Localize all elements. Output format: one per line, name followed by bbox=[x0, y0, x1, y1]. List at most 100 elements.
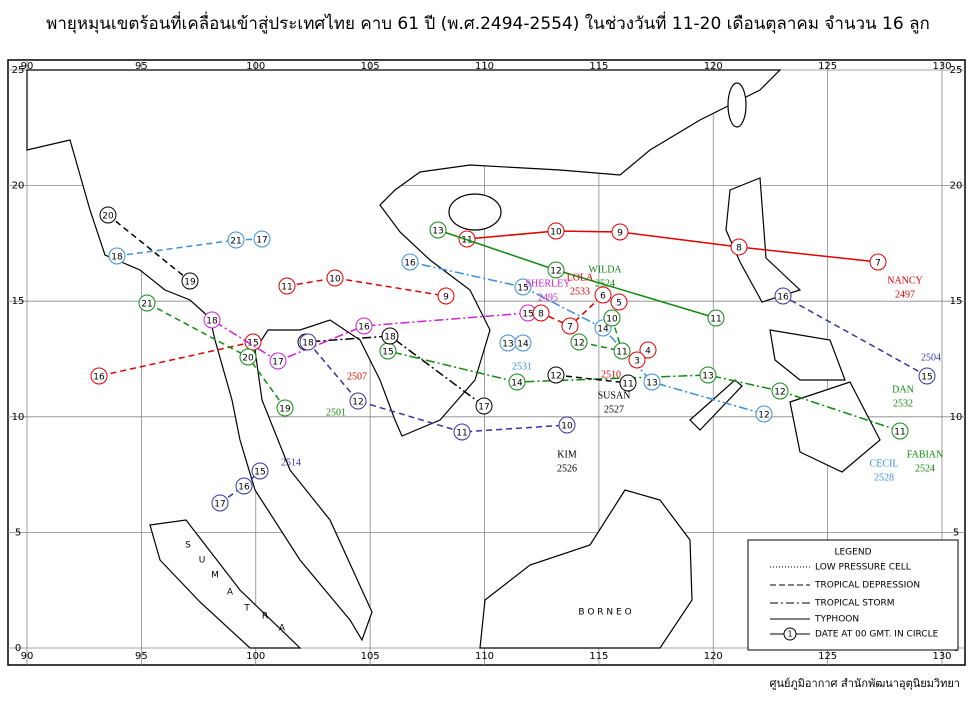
lon-tick-label: 125 bbox=[818, 651, 837, 662]
storm: 13 14 2531 bbox=[499, 334, 532, 372]
day-circle bbox=[349, 392, 367, 410]
mainland bbox=[26, 69, 782, 642]
storm-track bbox=[782, 295, 928, 377]
lon-tick-label: 115 bbox=[589, 61, 608, 72]
day-label: 9 bbox=[443, 293, 449, 303]
storm-track bbox=[307, 341, 568, 433]
storm: 15 16 2504 bbox=[774, 287, 941, 385]
day-label: 19 bbox=[184, 278, 196, 288]
day-label: 9 bbox=[617, 229, 623, 239]
day-label: 16 bbox=[358, 323, 370, 333]
day-circle bbox=[326, 269, 344, 287]
day-circle bbox=[891, 422, 909, 440]
sumatra bbox=[149, 519, 302, 649]
legend-circle bbox=[783, 627, 797, 641]
storm-name: NANCY bbox=[887, 275, 923, 286]
day-label: 13 bbox=[432, 227, 443, 237]
lat-tick-label: 20 bbox=[950, 181, 963, 192]
storm: 11 10 9 bbox=[278, 269, 455, 305]
lon-tick-label: 120 bbox=[704, 61, 723, 72]
day-label: 12 bbox=[550, 372, 561, 382]
legend-label: LOW PRESSURE CELL bbox=[815, 563, 911, 573]
day-label: 12 bbox=[550, 267, 561, 277]
day-circle bbox=[547, 366, 565, 384]
day-label: 15 bbox=[522, 310, 533, 320]
day-label: 15 bbox=[247, 339, 258, 349]
day-circle bbox=[381, 327, 399, 345]
day-label: 14 bbox=[511, 379, 523, 389]
place-label: R bbox=[262, 612, 268, 622]
day-label: 10 bbox=[329, 275, 341, 285]
day-circle bbox=[269, 352, 287, 370]
day-circle bbox=[90, 367, 108, 385]
storm-track bbox=[555, 374, 629, 384]
day-label: 14 bbox=[597, 325, 609, 335]
lat-tick-label: 5 bbox=[953, 527, 959, 538]
day-label: 12 bbox=[573, 339, 584, 349]
place-label: B O R N E O bbox=[578, 608, 631, 618]
lon-tick-label: 95 bbox=[135, 61, 148, 72]
day-label: 19 bbox=[279, 405, 291, 415]
storm-name: KIM bbox=[557, 449, 577, 460]
day-label: 11 bbox=[622, 380, 633, 390]
storm-year: 2514 bbox=[281, 457, 301, 468]
storm-year: 2526 bbox=[557, 463, 577, 474]
lon-tick-label: 125 bbox=[818, 61, 837, 72]
credit: ศูนย์ภูมิอากาศ สำนักพัฒนาอุตุนิยมวิทยา bbox=[769, 677, 960, 690]
storm-track bbox=[98, 341, 254, 377]
storm-year: 2524 bbox=[595, 278, 615, 289]
day-label: 11 bbox=[281, 283, 292, 293]
day-circle bbox=[603, 309, 621, 327]
storm-name: SHERLEY bbox=[526, 278, 571, 289]
day-label: 10 bbox=[550, 228, 562, 238]
day-label: 13 bbox=[702, 372, 713, 382]
storm-year: 2507 bbox=[347, 371, 367, 382]
mindanao bbox=[789, 381, 881, 473]
day-label: 16 bbox=[93, 373, 105, 383]
storm-year: 2510 bbox=[601, 369, 621, 380]
day-label: 11 bbox=[894, 428, 905, 438]
lat-tick-label: 10 bbox=[950, 412, 963, 423]
place-label: T bbox=[243, 604, 250, 614]
lat-tick-label: 5 bbox=[15, 527, 21, 538]
day-circle bbox=[611, 223, 629, 241]
day-circle bbox=[355, 317, 373, 335]
day-circle bbox=[278, 277, 296, 295]
lon-tick-label: 110 bbox=[475, 651, 494, 662]
day-label: 15 bbox=[254, 468, 265, 478]
day-circle bbox=[475, 397, 493, 415]
day-circle bbox=[211, 494, 229, 512]
place-label: U bbox=[199, 556, 206, 566]
storm: 43 2510 bbox=[601, 341, 657, 380]
storm: 12 13 14 15 16 CECIL 2528 bbox=[401, 253, 899, 483]
borneo bbox=[479, 489, 693, 649]
day-label: 16 bbox=[404, 259, 416, 269]
storm-year: 2527 bbox=[604, 404, 624, 415]
legend-title: LEGEND bbox=[834, 548, 871, 558]
day-label: 12 bbox=[758, 411, 769, 421]
legend: LEGEND LOW PRESSURE CELL TROPICAL DEPRES… bbox=[747, 539, 959, 651]
day-circle bbox=[547, 261, 565, 279]
day-label: 15 bbox=[517, 284, 528, 294]
day-circle bbox=[181, 272, 199, 290]
storm-track bbox=[305, 335, 485, 407]
storm-year: 2497 bbox=[895, 289, 915, 300]
day-label: 5 bbox=[616, 299, 622, 309]
day-circle bbox=[239, 348, 257, 366]
day-circle bbox=[532, 304, 550, 322]
storm: 10 11 12 WILDA 2524 bbox=[570, 264, 631, 360]
day-label: 18 bbox=[302, 339, 314, 349]
storm-track bbox=[107, 214, 191, 282]
day-circle bbox=[244, 333, 262, 351]
storm-name: CECIL bbox=[870, 458, 899, 469]
day-circle bbox=[918, 367, 936, 385]
legend-label: TROPICAL DEPRESSION bbox=[814, 581, 920, 591]
day-circle bbox=[401, 253, 419, 271]
storm-name: FABIAN bbox=[907, 449, 943, 460]
day-label: 11 bbox=[710, 315, 721, 325]
legend-label: TYPHOON bbox=[814, 615, 859, 625]
lat-tick-label: 10 bbox=[12, 412, 25, 423]
storm-name: LOLA bbox=[567, 272, 594, 283]
day-circle bbox=[755, 405, 773, 423]
